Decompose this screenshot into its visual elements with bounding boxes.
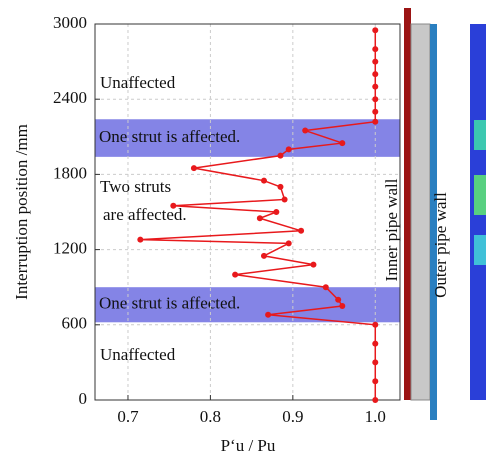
point	[372, 397, 378, 403]
point	[273, 209, 279, 215]
annotation: Unaffected	[100, 73, 176, 92]
point	[339, 303, 345, 309]
wall-label: Outer pipe wall	[431, 192, 450, 298]
y-tick-label: 0	[79, 389, 88, 408]
fe-blob	[474, 120, 486, 150]
point	[265, 312, 271, 318]
x-tick-label: 0.7	[117, 407, 139, 426]
point	[372, 359, 378, 365]
point	[261, 253, 267, 259]
point	[261, 178, 267, 184]
point	[372, 96, 378, 102]
fe-blob	[474, 235, 486, 265]
y-tick-label: 1800	[53, 163, 87, 182]
point	[191, 165, 197, 171]
point	[372, 378, 378, 384]
band-label: One strut is affected.	[99, 127, 240, 146]
annotation: Unaffected	[100, 345, 176, 364]
x-tick-label: 0.9	[282, 407, 303, 426]
chart: Interruption position /mm P‘u / Pu One s…	[0, 0, 486, 465]
point	[372, 71, 378, 77]
point	[282, 196, 288, 202]
point	[277, 153, 283, 159]
wall-label: Inner pipe wall	[382, 178, 401, 281]
y-axis-title: Interruption position /mm	[12, 124, 31, 300]
point	[372, 27, 378, 33]
band-label: One strut is affected.	[99, 294, 240, 313]
point	[372, 109, 378, 115]
wall-gap	[411, 24, 430, 400]
point	[335, 297, 341, 303]
point	[232, 272, 238, 278]
point	[302, 128, 308, 134]
point	[277, 184, 283, 190]
point	[372, 341, 378, 347]
point	[323, 284, 329, 290]
point	[372, 59, 378, 65]
point	[257, 215, 263, 221]
point	[286, 146, 292, 152]
x-tick-label: 1.0	[365, 407, 386, 426]
point	[372, 46, 378, 52]
point	[170, 203, 176, 209]
x-tick-label: 0.8	[200, 407, 221, 426]
point	[286, 240, 292, 246]
fe-blob	[474, 175, 486, 215]
y-tick-label: 600	[62, 314, 88, 333]
point	[372, 84, 378, 90]
point	[372, 322, 378, 328]
point	[310, 262, 316, 268]
y-tick-label: 3000	[53, 13, 87, 32]
y-tick-label: 2400	[53, 88, 87, 107]
x-axis-title: P‘u / Pu	[221, 436, 276, 455]
point	[137, 237, 143, 243]
point	[339, 140, 345, 146]
point	[298, 228, 304, 234]
y-tick-label: 1200	[53, 239, 87, 258]
point	[372, 119, 378, 125]
annotation: Two struts	[100, 177, 171, 196]
inner-wall	[404, 8, 411, 400]
